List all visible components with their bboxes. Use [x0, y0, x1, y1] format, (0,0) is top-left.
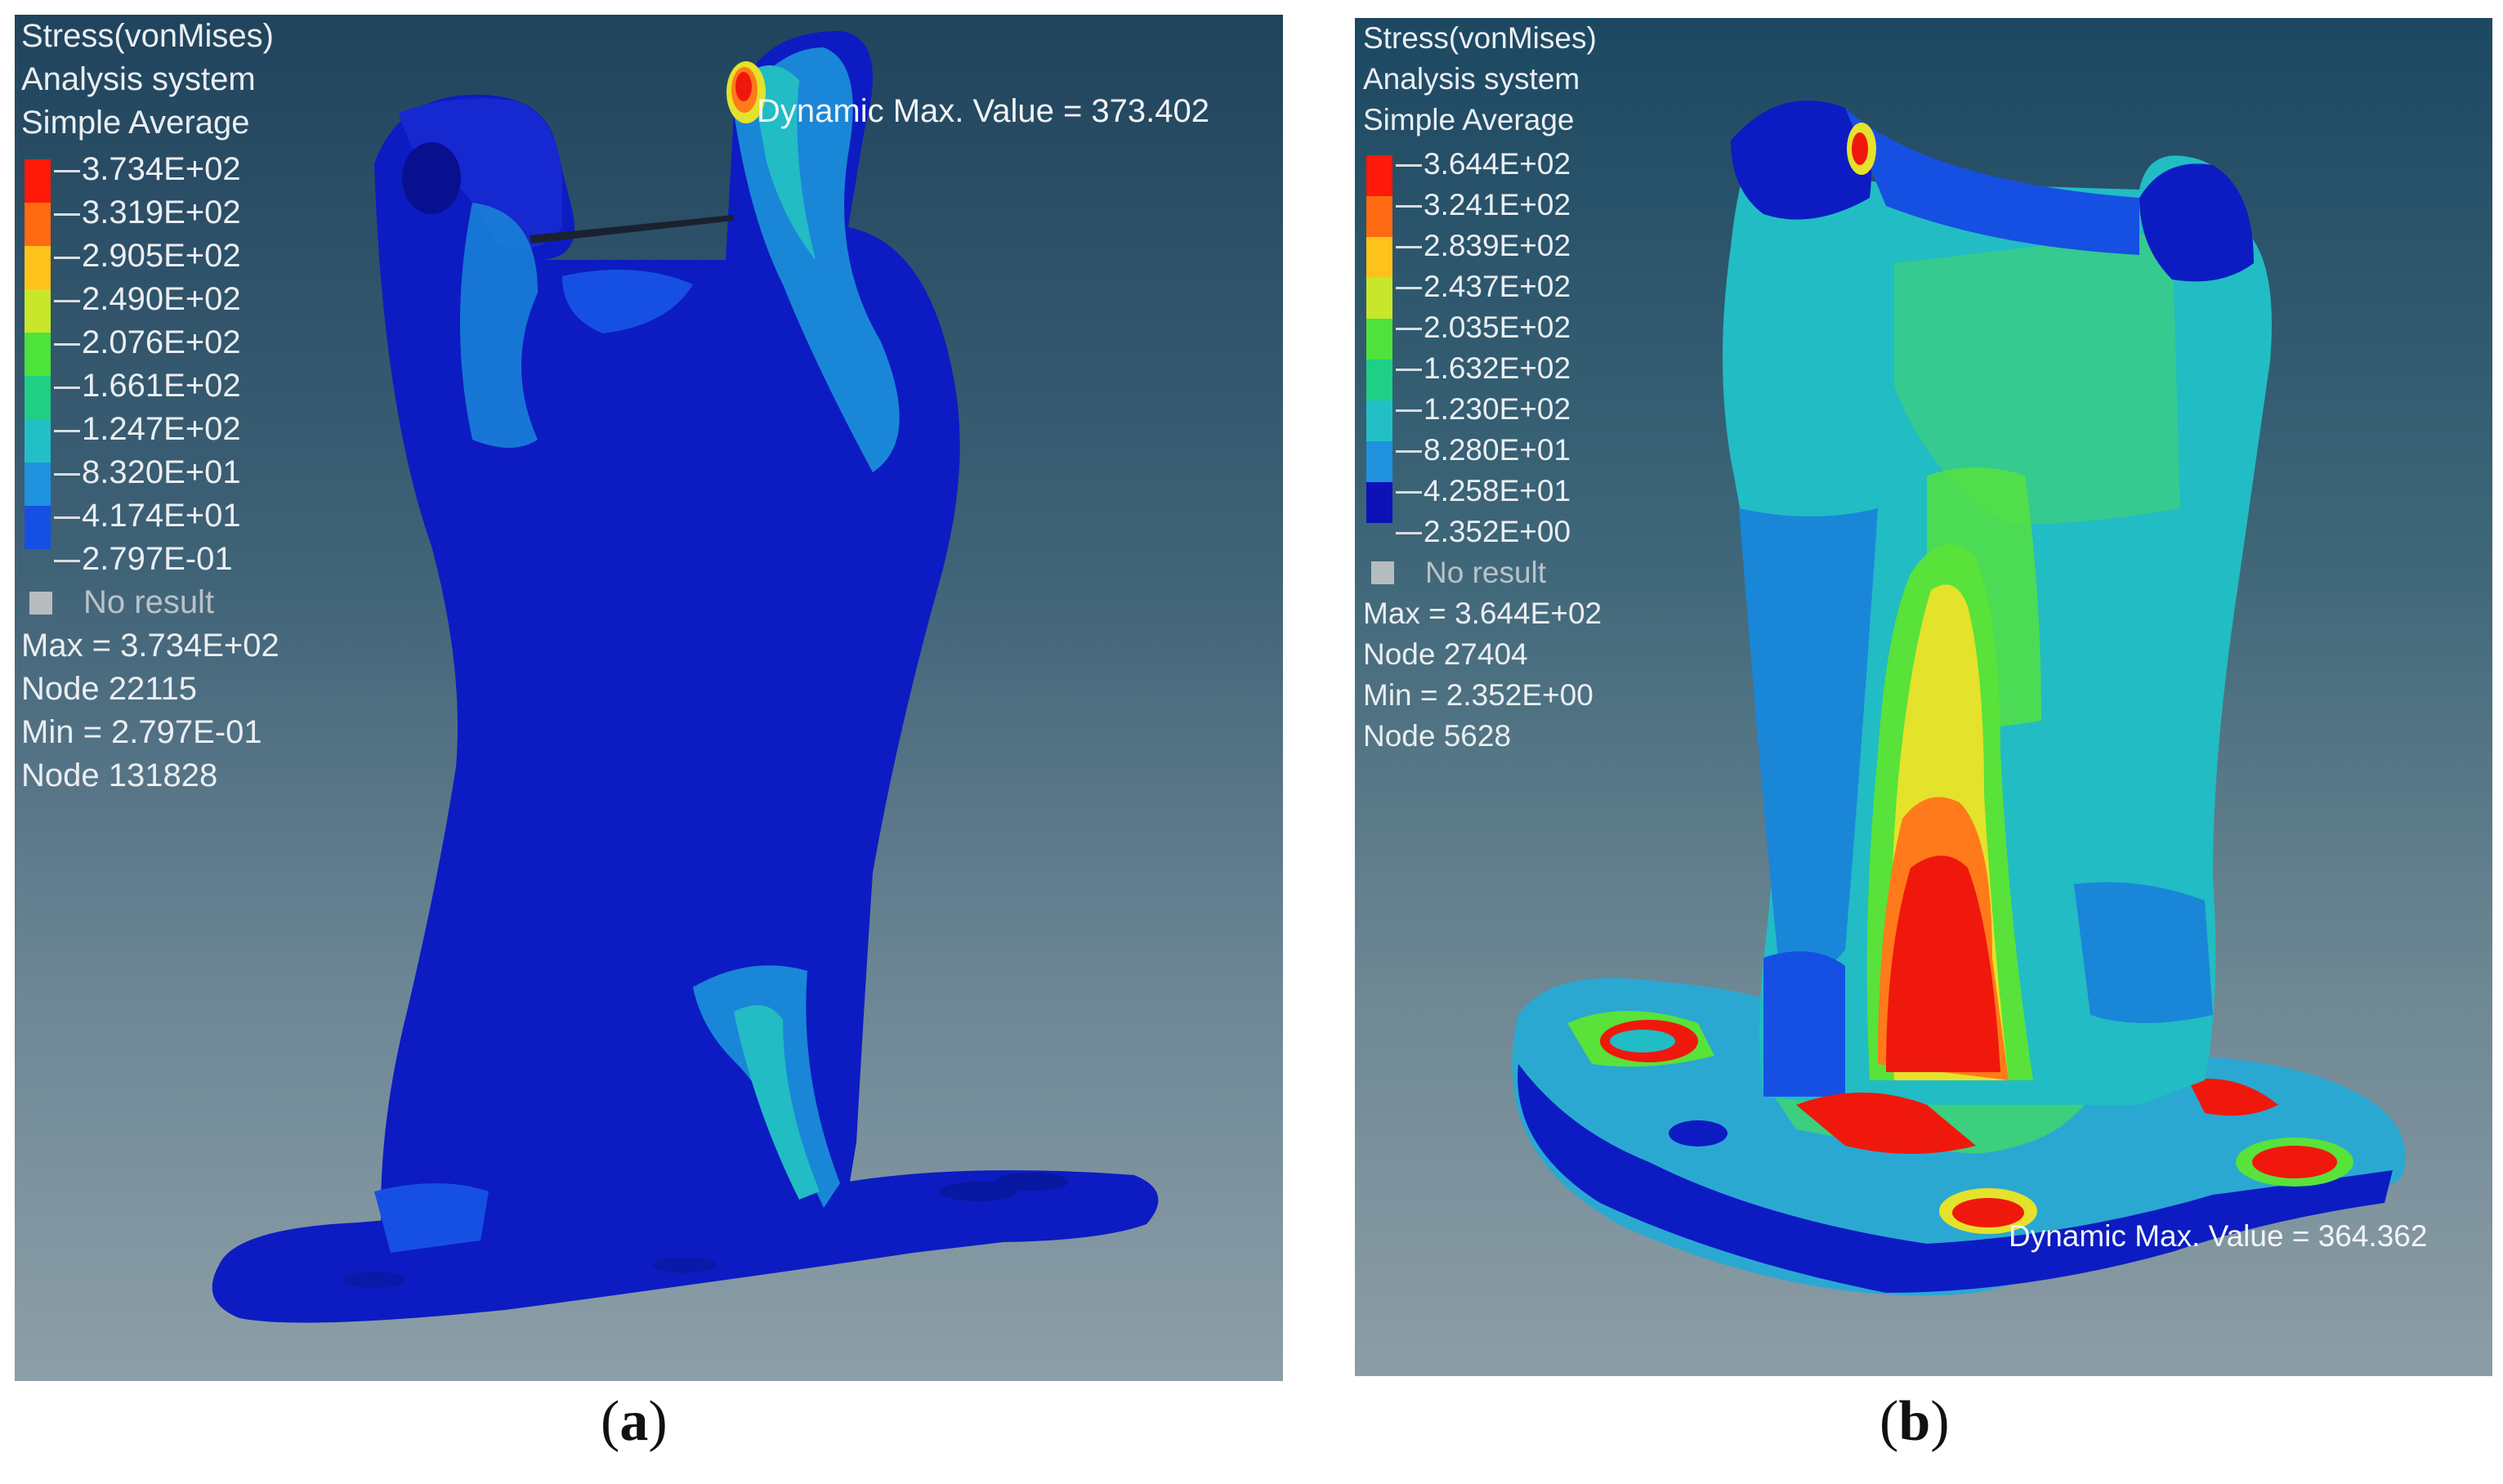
legend-tick: 2.035E+02	[1363, 307, 1602, 348]
legend-tick: 2.797E-01	[21, 538, 279, 581]
legend-tick: 2.076E+02	[21, 321, 279, 364]
no-result-label: No result	[83, 584, 215, 620]
color-swatch	[25, 246, 51, 289]
color-swatch	[1366, 237, 1392, 278]
bracket-model-a	[212, 31, 1159, 1323]
stat-max: Max = 3.734E+02	[21, 628, 279, 664]
legend-tick: 1.661E+02	[21, 364, 279, 408]
color-swatch	[25, 203, 51, 246]
color-swatch	[1366, 278, 1392, 319]
stat-max-node: Node 27404	[1363, 637, 1528, 671]
color-swatch	[25, 289, 51, 333]
no-result-swatch	[1371, 561, 1394, 584]
color-scale-b: 3.644E+02 3.241E+02 2.839E+02 2.437E+02 …	[1363, 144, 1602, 552]
legend-tick: 3.734E+02	[21, 148, 279, 191]
color-bar-a	[25, 159, 51, 549]
legend-title-line: Analysis system	[1363, 62, 1580, 96]
legend-tick: 1.247E+02	[21, 408, 279, 451]
legend-tick: 2.839E+02	[1363, 226, 1602, 266]
color-swatch	[25, 506, 51, 549]
no-result-entry-b: No result	[1363, 552, 1602, 593]
legend-title-line: Stress(vonMises)	[21, 18, 274, 54]
legend-tick: 2.437E+02	[1363, 266, 1602, 307]
caption-letter-a: a	[619, 1390, 649, 1453]
bracket-model-b	[1512, 101, 2406, 1296]
color-swatch	[25, 333, 51, 376]
legend-title-line: Simple Average	[21, 105, 250, 141]
legend-title-line: Stress(vonMises)	[1363, 21, 1597, 55]
no-result-label: No result	[1425, 556, 1547, 589]
legend-tick: 2.905E+02	[21, 235, 279, 278]
legend-tick: 4.174E+01	[21, 494, 279, 538]
caption-b: (b)	[1879, 1390, 1950, 1453]
color-swatch	[1366, 155, 1392, 196]
legend-tick: 8.320E+01	[21, 451, 279, 494]
color-swatch	[1366, 196, 1392, 237]
stats-b: Max = 3.644E+02 Node 27404 Min = 2.352E+…	[1363, 593, 1602, 757]
no-result-entry-a: No result	[21, 581, 279, 624]
viewport-a[interactable]: Stress(vonMises) Analysis system Simple …	[15, 15, 1283, 1381]
legend-tick: 1.230E+02	[1363, 389, 1602, 430]
legend-tick: 2.352E+00	[1363, 512, 1602, 552]
legend-tick: 8.280E+01	[1363, 430, 1602, 471]
stat-min: Min = 2.352E+00	[1363, 678, 1593, 712]
legend-tick: 2.490E+02	[21, 278, 279, 321]
color-swatch	[1366, 360, 1392, 400]
stat-max-node: Node 22115	[21, 671, 197, 707]
color-swatch	[25, 463, 51, 506]
color-scale-a: 3.734E+02 3.319E+02 2.905E+02 2.490E+02 …	[21, 148, 279, 581]
dynamic-max-label-a: Dynamic Max. Value = 373.402	[757, 93, 1210, 129]
color-swatch	[25, 159, 51, 203]
legend-b: Stress(vonMises) Analysis system Simple …	[1363, 18, 1602, 757]
color-swatch	[1366, 482, 1392, 523]
legend-tick: 3.319E+02	[21, 191, 279, 235]
color-swatch	[1366, 400, 1392, 441]
dynamic-max-label-b: Dynamic Max. Value = 364.362	[2009, 1219, 2428, 1253]
color-swatch	[25, 376, 51, 419]
legend-title-line: Simple Average	[1363, 103, 1575, 136]
color-bar-b	[1366, 155, 1392, 523]
legend-a: Stress(vonMises) Analysis system Simple …	[21, 15, 279, 798]
stat-min-node: Node 5628	[1363, 719, 1512, 753]
stat-min-node: Node 131828	[21, 758, 218, 793]
legend-tick: 3.644E+02	[1363, 144, 1602, 185]
stat-min: Min = 2.797E-01	[21, 714, 262, 750]
caption-a: (a)	[601, 1390, 668, 1453]
legend-title-b: Stress(vonMises) Analysis system Simple …	[1363, 18, 1602, 141]
legend-tick: 4.258E+01	[1363, 471, 1602, 512]
color-swatch	[1366, 319, 1392, 360]
legend-title-line: Analysis system	[21, 61, 256, 97]
stats-a: Max = 3.734E+02 Node 22115 Min = 2.797E-…	[21, 624, 279, 798]
legend-tick: 1.632E+02	[1363, 348, 1602, 389]
no-result-swatch	[29, 591, 52, 615]
color-swatch	[1366, 441, 1392, 482]
caption-letter-b: b	[1898, 1390, 1931, 1453]
legend-title-a: Stress(vonMises) Analysis system Simple …	[21, 15, 279, 145]
stat-max: Max = 3.644E+02	[1363, 597, 1602, 630]
viewport-b[interactable]: Stress(vonMises) Analysis system Simple …	[1355, 18, 2492, 1376]
legend-tick: 3.241E+02	[1363, 185, 1602, 226]
color-swatch	[25, 419, 51, 463]
